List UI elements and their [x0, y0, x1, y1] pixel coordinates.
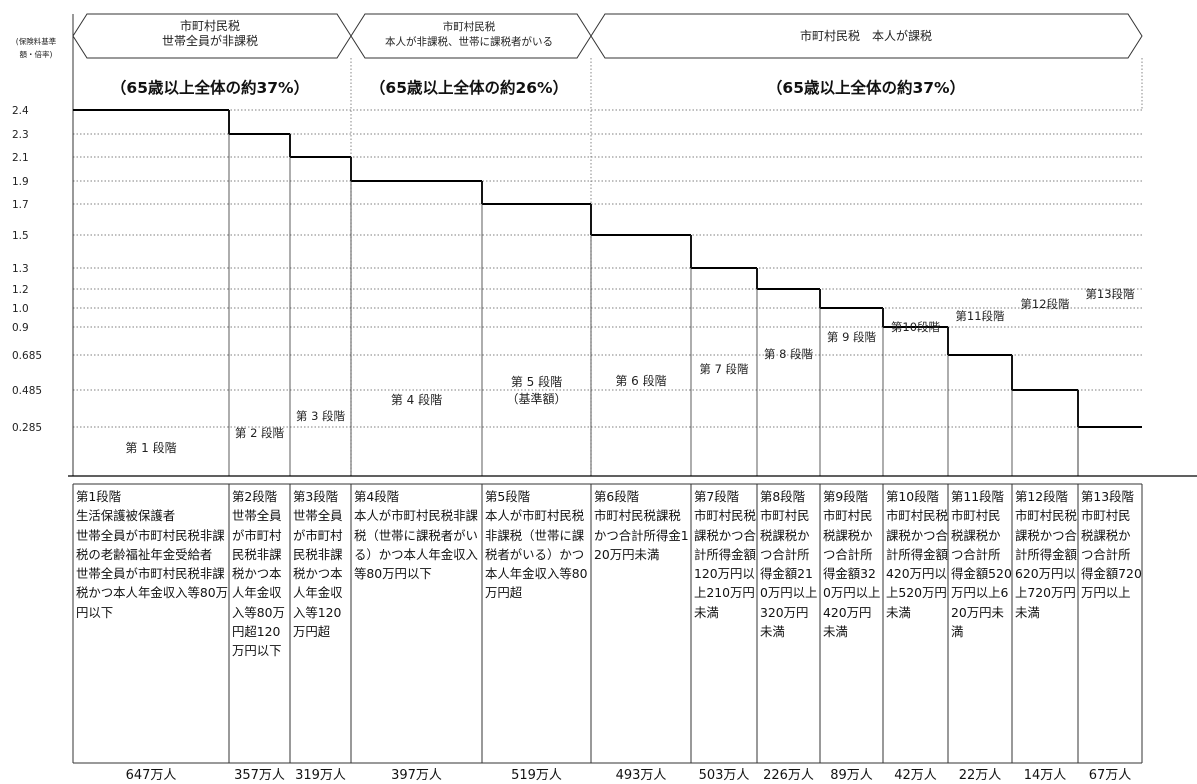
tier-count: 319万人: [295, 768, 346, 783]
group-title: 本人が非課税、世帯に課税者がいる: [385, 35, 553, 48]
step-label: 第 2 段階: [235, 426, 285, 440]
tier-count: 397万人: [391, 768, 442, 783]
y-tick-label: 2.3: [12, 129, 29, 141]
y-tick-label: 0.9: [12, 322, 29, 334]
step-label: （基準額）: [506, 391, 566, 406]
tier-description: 第3段階 世帯全員が市町村民税非課税かつ本人年金収入等120万円超: [293, 489, 343, 640]
step-label: 第 4 段階: [391, 392, 442, 407]
step-labels: 第 1 段階 第 2 段階第 3 段階 第 4 段階 第 5 段階 （基準額） 第 6 段…: [125, 287, 1135, 455]
tier-count: 67万人: [1088, 768, 1132, 783]
group-headers: 市町村民税世帯全員が非課税（65歳以上全体の約37%）市町村民税本人が非課税、世…: [16, 13, 1143, 97]
tier-description: 第5段階 本人が市町村民税非課税（世帯に課税者がいる）かつ本人年金収入等80万円…: [485, 489, 588, 601]
group-title: 市町村民税: [180, 18, 240, 33]
tier-count: 14万人: [1023, 768, 1067, 783]
step-label: 第 3 段階: [296, 409, 346, 423]
step-label: 第 5 段階: [511, 374, 562, 389]
group-share: （65歳以上全体の約26%）: [370, 78, 568, 97]
y-tick-label: 1.7: [12, 199, 29, 211]
tier-count: 493万人: [615, 768, 667, 783]
tier-description: 第10段階 市町村民税課税かつ合計所得金額420万円以上520万円未満: [886, 489, 948, 620]
y-tick-label: 1.0: [12, 303, 29, 315]
group-title: 世帯全員が非課税: [162, 33, 258, 48]
tier-description: 第2段階 世帯全員が市町村民税非課税かつ本人年金収入等80万円超120万円以下: [232, 489, 285, 659]
y-tick-label: 2.1: [12, 152, 29, 164]
tier-count: 22万人: [958, 768, 1002, 783]
step-label: 第12段階: [1020, 297, 1070, 311]
tier-description: 第11段階 市町村民税課税かつ合計所得金額520万円以上620万円未満: [951, 489, 1012, 640]
step-label: 第10段階: [891, 320, 941, 334]
y-tick-label: 0.685: [12, 350, 42, 362]
axis-note: (保険料基準: [16, 36, 57, 46]
tier-description: 第6段階 市町村民税課税かつ合計所得金120万円未満: [594, 489, 689, 562]
tier-count: 647万人: [125, 768, 177, 783]
axis-note: 額・倍率): [20, 49, 53, 59]
group-share: （65歳以上全体の約37%）: [111, 78, 309, 97]
y-tick-label: 0.485: [12, 385, 42, 397]
tier-count: 519万人: [511, 768, 562, 783]
tier-description: 第7段階 市町村民税課税かつ合計所得金額120万円以上210万円未満: [694, 489, 756, 620]
group-arrow: [590, 13, 1143, 59]
tier-description: 第1段階 生活保護被保護者 世帯全員が市町村民税非課税の老齢福祉年金受給者 世帯…: [76, 489, 229, 620]
tier-description: 第12段階 市町村民税課税かつ合計所得金額620万円以上720万円未満: [1015, 489, 1077, 620]
y-tick-label: 1.5: [12, 230, 29, 242]
tier-description: 第8段階 市町村民税課税かつ合計所得金額210万円以上320万円未満: [760, 489, 818, 640]
tier-description: 第13段階 市町村民税課税かつ合計所得金額720万円以上: [1081, 489, 1142, 601]
tier-count: 503万人: [698, 768, 750, 783]
description-table: [68, 475, 1197, 764]
y-tick-label: 0.285: [12, 422, 42, 434]
y-tick-label: 2.4: [12, 105, 29, 117]
tier-description: 第4段階 本人が市町村民税非課税（世帯に課税者がいる）かつ本人年金収入等80万円…: [354, 489, 478, 582]
tier-count: 226万人: [763, 768, 814, 783]
group-title: 市町村民税: [443, 20, 496, 33]
step-label: 第 1 段階: [125, 440, 176, 455]
y-tick-label: 1.9: [12, 176, 29, 188]
tier-count: 42万人: [894, 768, 937, 783]
step-label: 第13段階: [1085, 287, 1135, 301]
y-tick-label: 1.2: [12, 284, 29, 296]
step-label: 第11段階: [955, 309, 1005, 323]
grid-lines: [72, 14, 1143, 476]
y-axis-ticks: 2.4 2.3 2.1 1.9 1.7 1.5 1.3 1.2 1.0 0.9 0.685 0.485…: [12, 105, 42, 434]
tier-count: 89万人: [830, 768, 873, 783]
group-share: （65歳以上全体の約37%）: [767, 78, 965, 97]
group-title: 市町村民税 本人が課税: [800, 28, 932, 43]
y-tick-label: 1.3: [12, 263, 29, 275]
tier-count: 357万人: [234, 768, 285, 783]
tier-description: 第9段階 市町村民税課税かつ合計所得金額320万円以上420万円未満: [823, 489, 881, 640]
step-label: 第 8 段階: [764, 347, 814, 361]
step-line: [73, 109, 1142, 476]
step-label: 第 6 段階: [615, 373, 666, 388]
step-label: 第 7 段階: [699, 362, 749, 376]
step-label: 第 9 段階: [827, 330, 877, 344]
